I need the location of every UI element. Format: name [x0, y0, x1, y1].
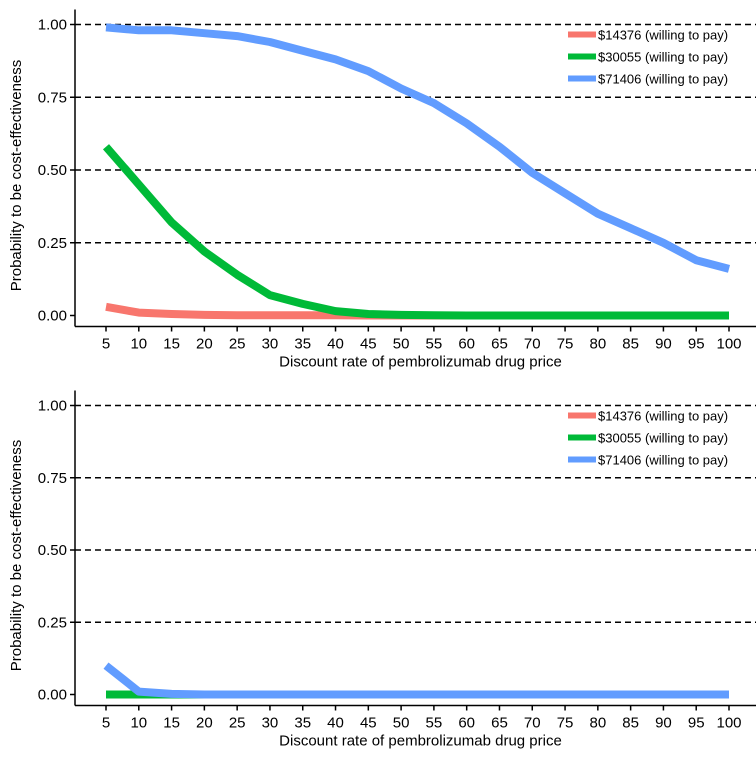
x-tick-label: 90 [655, 715, 672, 732]
x-tick-label: 40 [327, 715, 344, 732]
x-tick-label: 40 [327, 336, 344, 353]
x-tick-label: 60 [458, 336, 475, 353]
x-tick-label: 15 [163, 336, 180, 353]
x-tick-label: 70 [524, 715, 541, 732]
x-tick-label: 10 [130, 715, 147, 732]
x-tick-label: 85 [622, 336, 639, 353]
y-axis-title: Probability to be cost-effectiveness [8, 440, 25, 672]
x-tick-label: 85 [622, 715, 639, 732]
chart-panel-1: 0.00 0.25 0.50 0.75 1.00 5 10 15 20 25 30 35 40 45 50 5… [8, 9, 756, 371]
legend-label-3: $71406 (willing to pay) [598, 72, 728, 87]
x-tick-label: 65 [491, 336, 508, 353]
x-tick-label: 25 [229, 336, 246, 353]
legend-label-1: $14376 (willing to pay) [598, 409, 728, 424]
y-tick-label: 0.25 [38, 614, 67, 631]
x-axis-title: Discount rate of pembrolizumab drug pric… [279, 354, 562, 371]
series-line-3 [105, 23, 731, 273]
y-tick-label: 1.00 [38, 398, 67, 415]
y-tick-label: 0.50 [38, 162, 67, 179]
x-tick-label: 35 [294, 715, 311, 732]
x-tick-label: 100 [716, 336, 741, 353]
x-tick-label: 30 [262, 715, 279, 732]
x-tick-label: 10 [130, 336, 147, 353]
y-tick-label: 0.50 [38, 542, 67, 559]
y-axis-title: Probability to be cost-effectiveness [8, 60, 25, 292]
x-tick-label: 75 [557, 715, 574, 732]
x-tick-label: 25 [229, 715, 246, 732]
x-tick-label: 55 [426, 715, 443, 732]
x-tick-label: 45 [360, 715, 377, 732]
x-tick-label: 20 [196, 336, 213, 353]
legend-label-1: $14376 (willing to pay) [598, 28, 728, 43]
x-tick-label: 35 [294, 336, 311, 353]
x-tick-label: 60 [458, 715, 475, 732]
y-tick-label: 0.75 [38, 89, 67, 106]
y-tick-label: 0.00 [38, 687, 67, 704]
x-tick-label: 50 [393, 336, 410, 353]
x-tick-label: 75 [557, 336, 574, 353]
y-tick-label: 0.75 [38, 470, 67, 487]
y-tick-label: 1.00 [38, 17, 67, 34]
x-tick-label: 100 [716, 715, 741, 732]
x-tick-label: 15 [163, 715, 180, 732]
x-tick-label: 80 [589, 715, 606, 732]
x-tick-label: 20 [196, 715, 213, 732]
x-tick-label: 90 [655, 336, 672, 353]
legend-label-3: $71406 (willing to pay) [598, 453, 728, 468]
series-line-2 [102, 144, 729, 320]
legend-label-2: $30055 (willing to pay) [598, 431, 728, 446]
x-tick-label: 80 [589, 336, 606, 353]
x-tick-label: 45 [360, 336, 377, 353]
y-tick-label: 0.25 [38, 235, 67, 252]
chart-panel-2: 0.00 0.25 0.50 0.75 1.00 5 10 15 20 25 30 35 40 45 50 5… [8, 390, 756, 750]
x-tick-label: 55 [426, 336, 443, 353]
legend-label-2: $30055 (willing to pay) [598, 50, 728, 65]
series-line-3 [103, 662, 729, 699]
x-tick-label: 95 [688, 715, 705, 732]
x-tick-label: 70 [524, 336, 541, 353]
x-tick-label: 65 [491, 715, 508, 732]
x-tick-label: 5 [102, 715, 110, 732]
x-tick-label: 95 [688, 336, 705, 353]
x-tick-label: 50 [393, 715, 410, 732]
x-tick-label: 30 [262, 336, 279, 353]
y-tick-label: 0.00 [38, 308, 67, 325]
x-tick-label: 5 [102, 336, 110, 353]
x-axis-title: Discount rate of pembrolizumab drug pric… [279, 733, 562, 750]
